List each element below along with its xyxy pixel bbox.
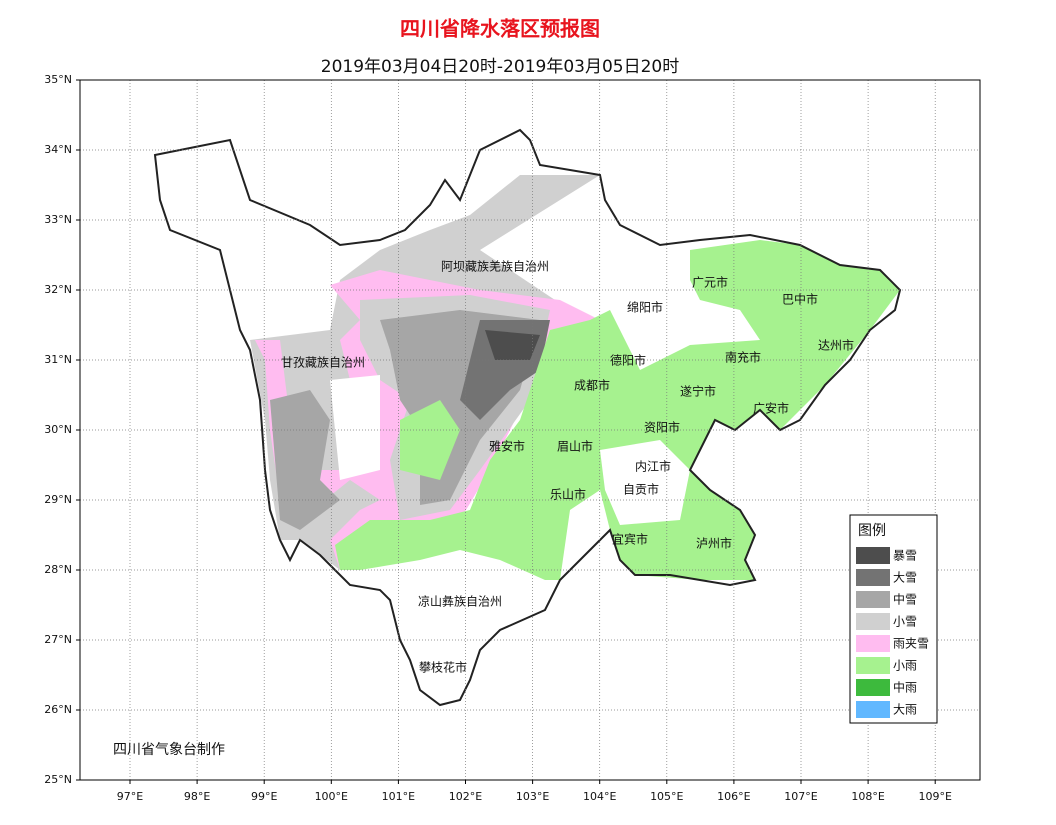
lat-tick-label: 29°N [44, 493, 72, 506]
legend-title: 图例 [858, 523, 886, 539]
city-label: 自贡市 [623, 482, 659, 497]
lat-tick-label: 25°N [44, 773, 72, 786]
legend-swatch [856, 701, 890, 718]
legend-swatch [856, 679, 890, 696]
legend-swatch [856, 569, 890, 586]
legend-swatch [856, 657, 890, 674]
city-label: 眉山市 [557, 439, 593, 454]
legend-label: 大雨 [893, 703, 917, 717]
city-label: 绵阳市 [627, 300, 663, 315]
lon-tick-label: 103°E [516, 790, 549, 803]
city-label: 巴中市 [782, 292, 818, 307]
lon-tick-label: 104°E [583, 790, 616, 803]
legend-swatch [856, 547, 890, 564]
city-label: 德阳市 [610, 353, 646, 368]
moderate-snow-area [270, 390, 340, 530]
lon-tick-label: 105°E [650, 790, 683, 803]
legend-label: 小雨 [893, 659, 917, 673]
city-label: 甘孜藏族自治州 [281, 356, 365, 370]
lat-tick-label: 34°N [44, 143, 72, 156]
lat-tick-label: 28°N [44, 563, 72, 576]
city-label: 攀枝花市 [419, 660, 467, 675]
no-precip-area [600, 220, 690, 330]
legend-label: 中雪 [893, 592, 917, 607]
precip-areas [250, 175, 900, 580]
city-label: 雅安市 [489, 439, 525, 454]
city-label: 广安市 [753, 401, 789, 416]
city-label: 成都市 [574, 378, 610, 393]
lon-tick-label: 99°E [251, 790, 277, 803]
city-label: 宜宾市 [612, 532, 648, 547]
map-frame [79, 79, 981, 781]
title: 四川省降水落区预报图 [400, 17, 600, 41]
legend-label: 中雨 [893, 680, 917, 695]
city-label: 达州市 [818, 338, 854, 353]
city-label: 凉山彝族自治州 [418, 594, 502, 609]
lat-tick-label: 27°N [44, 633, 72, 646]
lat-tick-label: 31°N [44, 353, 72, 366]
lat-tick-label: 32°N [44, 283, 72, 296]
lat-tick-label: 33°N [44, 213, 72, 226]
city-label: 南充市 [725, 350, 761, 365]
lat-tick-label: 26°N [44, 703, 72, 716]
legend-label: 小雪 [893, 615, 917, 629]
light-rain-area [335, 240, 900, 580]
subtitle: 2019年03月04日20时-2019年03月05日20时 [321, 57, 679, 77]
city-label: 遂宁市 [680, 384, 716, 399]
legend-swatch [856, 613, 890, 630]
lon-tick-label: 107°E [784, 790, 817, 803]
city-label: 广元市 [692, 275, 728, 290]
legend-swatch [856, 635, 890, 652]
lon-tick-label: 97°E [117, 790, 143, 803]
lon-tick-label: 101°E [382, 790, 415, 803]
graticule: 35°N 34°N 33°N 32°N 31°N 30°N 29°N 28°N 27°N 26°N… [44, 73, 980, 803]
lon-tick-label: 98°E [184, 790, 210, 803]
no-precip-area [330, 375, 380, 480]
lon-tick-label: 109°E [918, 790, 951, 803]
lon-tick-label: 102°E [449, 790, 482, 803]
credit: 四川省气象台制作 [113, 742, 225, 758]
blizzard-area [485, 330, 540, 360]
legend-label: 暴雪 [893, 549, 917, 563]
province-border [153, 128, 902, 707]
city-label: 泸州市 [696, 536, 732, 551]
lon-tick-label: 106°E [717, 790, 750, 803]
legend-label: 大雪 [893, 571, 917, 585]
light-rain-area [400, 400, 460, 480]
lon-tick-label: 100°E [315, 790, 348, 803]
city-label: 乐山市 [550, 487, 586, 502]
legend-swatch [856, 591, 890, 608]
lon-tick-label: 108°E [851, 790, 884, 803]
no-precip-area [600, 440, 690, 525]
city-label: 阿坝藏族羌族自治州 [441, 260, 549, 274]
city-label: 资阳市 [644, 420, 680, 435]
legend-label: 雨夹雪 [893, 637, 929, 651]
lat-tick-label: 35°N [44, 73, 72, 86]
city-label: 内江市 [635, 459, 671, 474]
lat-tick-label: 30°N [44, 423, 72, 436]
